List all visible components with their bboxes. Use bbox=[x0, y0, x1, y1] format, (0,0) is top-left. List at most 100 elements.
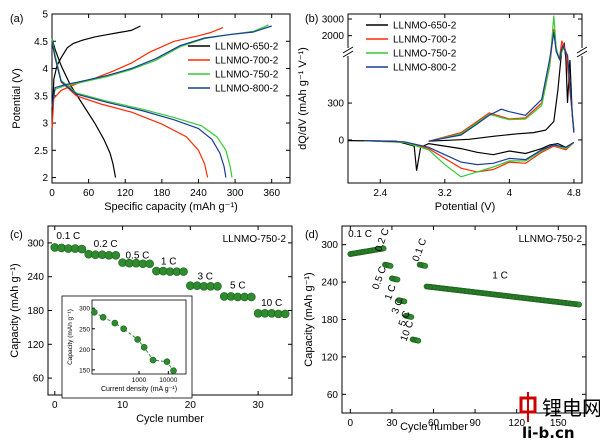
rate-label: 0.1 C bbox=[348, 229, 372, 240]
inset-x-tick-label: 1000 bbox=[132, 377, 147, 384]
y-tick-label: 60 bbox=[327, 390, 339, 401]
axis-break-mask bbox=[343, 48, 353, 56]
y-axis-label: Capacity (mAh g⁻¹) bbox=[303, 272, 315, 366]
y-tick-label: 3.5 bbox=[34, 91, 48, 102]
watermark-logo: 锂电网 li-b.cn bbox=[519, 392, 600, 442]
chart-title: LLNMO-750-2 bbox=[223, 234, 287, 245]
x-tick-label: 0 bbox=[49, 188, 55, 199]
legend-label: LLNMO-750-2 bbox=[215, 70, 279, 81]
x-tick-label: 120 bbox=[117, 188, 134, 199]
inset-y-axis-label: Capacity (mAh g⁻¹) bbox=[67, 309, 74, 365]
y-tick-label: 2.5 bbox=[34, 146, 48, 157]
axis-break-mark bbox=[576, 46, 588, 54]
rate-label: 5 C bbox=[397, 309, 413, 327]
y-tick-label: 180 bbox=[321, 315, 338, 326]
data-point bbox=[120, 325, 127, 333]
rate-label: 1 C bbox=[161, 256, 177, 267]
y-tick-label: 240 bbox=[27, 272, 44, 283]
panel-a: 0 60 120 180 240 300 360 2 2.5 3 3.5 4 4.5 5 Specific … bbox=[10, 10, 291, 213]
data-point bbox=[380, 245, 387, 252]
chart-title: LLNMO-750-2 bbox=[519, 234, 583, 245]
data-point bbox=[163, 358, 171, 365]
data-point bbox=[408, 314, 415, 320]
y-tick-label: 2 bbox=[42, 173, 48, 184]
series-line-discharge bbox=[364, 140, 575, 173]
series-line-discharge bbox=[51, 41, 227, 178]
rate-label: 0.2 C bbox=[94, 239, 118, 250]
axis-break-mark bbox=[576, 50, 588, 58]
x-tick-label: 120 bbox=[508, 418, 525, 429]
inset-y-tick-label: 300 bbox=[79, 306, 90, 313]
data-point bbox=[170, 367, 177, 375]
x-tick-label: 4 bbox=[507, 188, 513, 199]
inset-y-tick-label: 200 bbox=[79, 347, 90, 354]
plot-frame bbox=[341, 225, 587, 414]
series-line-charge bbox=[51, 27, 224, 129]
rate-label: 10 C bbox=[261, 298, 282, 309]
y-tick-label: 2000 bbox=[322, 31, 345, 42]
data-point bbox=[576, 301, 582, 308]
series-line-charge bbox=[51, 25, 141, 129]
panel-label: (c) bbox=[10, 229, 23, 241]
x-tick-label: 4.8 bbox=[567, 188, 581, 199]
x-tick-label: 30 bbox=[386, 418, 398, 429]
logo-mark-bar bbox=[527, 392, 529, 422]
rate-label: 0.1 C bbox=[411, 237, 430, 263]
inset-y-tick-label: 150 bbox=[79, 367, 90, 374]
data-point bbox=[111, 250, 121, 260]
legend-label: LLNMO-700-2 bbox=[393, 35, 457, 46]
x-tick-label: 60 bbox=[83, 188, 95, 199]
series-line-discharge bbox=[347, 140, 575, 171]
y-tick-label: 4 bbox=[42, 64, 48, 75]
x-tick-label: 2.4 bbox=[373, 188, 387, 199]
x-axis-label: Cycle number bbox=[400, 421, 468, 433]
y-tick-label: 180 bbox=[27, 306, 44, 317]
data-point bbox=[401, 298, 408, 305]
x-tick-label: 20 bbox=[185, 400, 197, 411]
panel-c: 0 10 20 30 60 120 180 240 300 Cycle number Capacit… bbox=[9, 225, 293, 425]
x-axis-label: Specific capacity (mAh g⁻¹) bbox=[104, 201, 238, 213]
legend-label: LLNMO-800-2 bbox=[393, 63, 457, 74]
data-point bbox=[415, 337, 422, 344]
y-tick-label: 3 bbox=[42, 119, 48, 130]
y-tick-label: 120 bbox=[27, 340, 44, 351]
series-line-discharge bbox=[364, 140, 575, 166]
x-tick-label: 180 bbox=[154, 188, 171, 199]
data-point bbox=[394, 276, 401, 283]
x-axis-label: Cycle number bbox=[136, 413, 204, 425]
y-tick-label: 3000 bbox=[322, 15, 345, 26]
watermark-en: li-b.cn bbox=[522, 424, 575, 442]
y-axis-label: dQ/dV (mAh g⁻¹ V⁻¹) bbox=[297, 47, 309, 150]
panel-label: (d) bbox=[305, 229, 318, 241]
x-tick-label: 90 bbox=[470, 418, 482, 429]
data-point bbox=[247, 292, 256, 302]
rate-label: 5 C bbox=[230, 281, 246, 292]
axis-break-mark bbox=[342, 46, 354, 54]
rate-label: 3 C bbox=[197, 272, 213, 283]
plot-frame bbox=[51, 13, 291, 184]
y-axis-label: Potential (V) bbox=[11, 68, 23, 129]
rate-label: 0.5 C bbox=[126, 251, 150, 262]
x-tick-label: 10 bbox=[117, 400, 129, 411]
watermark-cn: 锂电网 bbox=[542, 396, 600, 420]
x-tick-label: 0 bbox=[52, 400, 58, 411]
x-tick-label: 30 bbox=[253, 400, 265, 411]
data-point bbox=[213, 281, 222, 291]
inset-y-tick-label: 250 bbox=[79, 326, 90, 333]
inset-x-tick-label: 10000 bbox=[159, 377, 177, 384]
y-tick-label: 0 bbox=[338, 135, 344, 146]
x-tick-label: 3.2 bbox=[438, 188, 452, 199]
series-line-discharge bbox=[364, 140, 575, 178]
x-tick-label: 300 bbox=[227, 188, 244, 199]
data-point bbox=[145, 259, 154, 269]
data-point bbox=[422, 262, 429, 269]
plot-frame bbox=[347, 13, 583, 184]
series-line-discharge bbox=[51, 41, 209, 178]
legend-label: LLNMO-700-2 bbox=[215, 56, 279, 67]
legend-label: LLNMO-650-2 bbox=[215, 42, 279, 53]
x-axis-label: Potential (V) bbox=[435, 201, 496, 213]
y-tick-label: 120 bbox=[321, 352, 338, 363]
y-axis-label: Capacity (mAh g⁻¹) bbox=[9, 263, 21, 357]
data-point bbox=[280, 309, 290, 319]
axis-break-mask bbox=[577, 48, 587, 56]
